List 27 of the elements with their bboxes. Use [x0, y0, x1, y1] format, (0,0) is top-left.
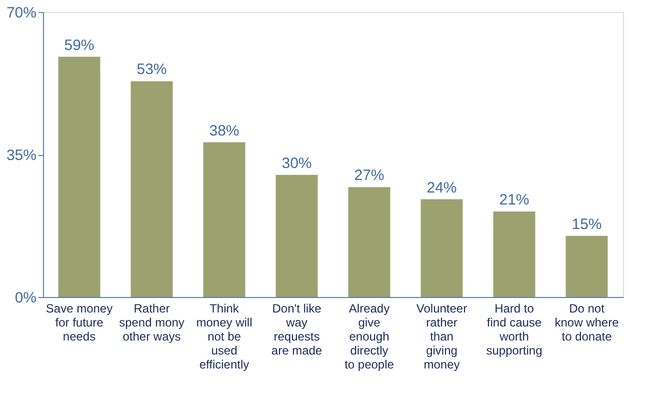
x-tick-label: Volunteer rather than giving money	[416, 302, 468, 372]
x-tick-label: Rather spend mony other ways	[119, 302, 184, 344]
y-tick-label: 0%	[14, 290, 36, 306]
data-label: 21%	[499, 192, 530, 208]
data-label: 24%	[426, 179, 457, 196]
x-tick-label: Already give enough directly to people	[344, 302, 394, 372]
x-tick-label: Hard to find cause worth supporting	[486, 302, 542, 358]
data-label: 15%	[572, 216, 602, 233]
bar	[493, 212, 536, 297]
data-label: 53%	[136, 61, 167, 78]
x-tick-label: Save money for future needs	[46, 302, 113, 344]
data-label: 38%	[209, 122, 240, 140]
bar	[203, 142, 246, 297]
bar	[130, 81, 173, 297]
data-label: 59%	[64, 36, 94, 54]
x-tick-label: Do not know where to donate	[554, 302, 620, 344]
bar	[58, 56, 100, 297]
y-tick-label: 70%	[6, 4, 36, 22]
x-tick-label: Don't like way requests are made	[271, 302, 322, 358]
x-tick-label: Think money will not be used efficiently	[196, 302, 252, 372]
bar	[276, 174, 318, 297]
data-label: 27%	[354, 167, 384, 184]
data-label: 30%	[282, 154, 312, 172]
bar	[420, 199, 463, 297]
y-tick-label: 35%	[6, 147, 36, 164]
bar	[348, 187, 390, 297]
bar	[566, 236, 608, 297]
